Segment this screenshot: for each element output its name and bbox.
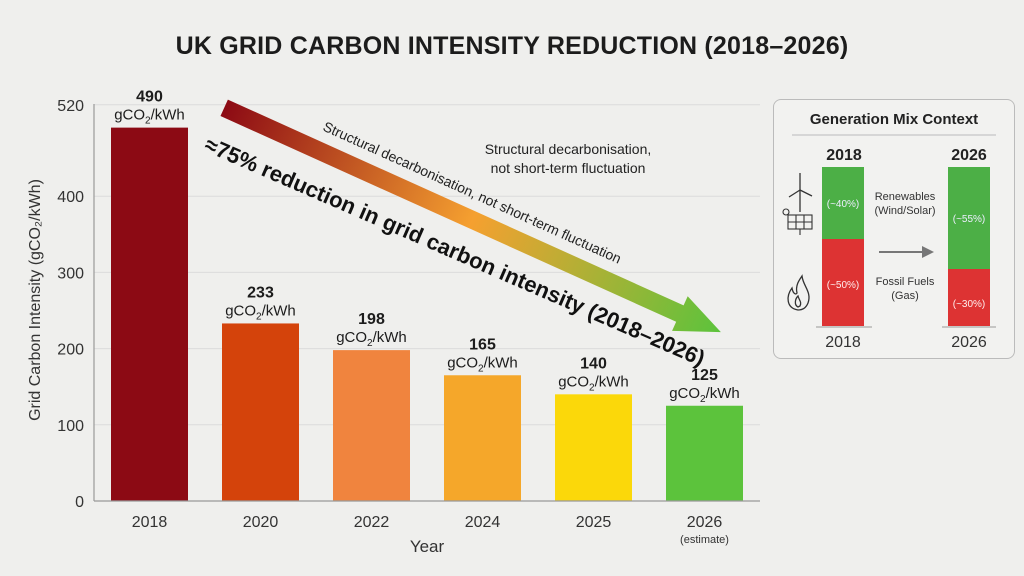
bar-unit-label: gCO2/kWh bbox=[447, 354, 518, 374]
bar-2022 bbox=[333, 350, 410, 501]
renewables-share-2026: (~55%) bbox=[953, 214, 986, 225]
bar-2018 bbox=[111, 127, 188, 502]
trend-arrow bbox=[220, 99, 721, 333]
fossil-bar-2026 bbox=[948, 269, 990, 326]
bar-unit-label: gCO2/kWh bbox=[669, 385, 740, 405]
panel-title: Generation Mix Context bbox=[810, 111, 978, 128]
bar-unit-label: gCO2/kWh bbox=[225, 302, 296, 322]
bar-2024 bbox=[444, 375, 521, 501]
fossil-label-1: Fossil Fuels bbox=[876, 276, 935, 288]
y-tick-label: 400 bbox=[57, 189, 84, 206]
bar-unit-label: gCO2/kWh bbox=[558, 373, 629, 393]
fossil-share-2018: (~50%) bbox=[827, 280, 860, 291]
mix-year-top-2026: 2026 bbox=[951, 147, 987, 164]
bar-value-label: 198 bbox=[358, 311, 385, 328]
mix-year-bottom-2018: 2018 bbox=[825, 334, 861, 351]
fossil-bar-2018 bbox=[822, 239, 864, 326]
bar-2025 bbox=[555, 394, 632, 501]
solar-panel-icon bbox=[782, 208, 813, 235]
note-line-2: not short-term fluctuation bbox=[491, 160, 646, 176]
chart-title: UK GRID CARBON INTENSITY REDUCTION (2018… bbox=[175, 32, 849, 60]
bar-2020 bbox=[222, 323, 299, 501]
x-tick-label: 2020 bbox=[243, 514, 279, 531]
bar-value-label: 233 bbox=[247, 284, 274, 301]
mix-year-bottom-2026: 2026 bbox=[951, 334, 987, 351]
y-tick-label: 100 bbox=[57, 418, 84, 435]
bar-value-label: 490 bbox=[136, 89, 163, 106]
wind-turbine-icon bbox=[788, 173, 813, 212]
x-tick-label: 2022 bbox=[354, 514, 390, 531]
bar-unit-label: gCO2/kWh bbox=[114, 107, 185, 127]
note-line-1: Structural decarbonisation, bbox=[485, 141, 652, 157]
x-tick-label: 2024 bbox=[465, 514, 501, 531]
bar-value-label: 140 bbox=[580, 355, 607, 372]
x-tick-label: 2018 bbox=[132, 514, 168, 531]
fossil-share-2026: (~30%) bbox=[953, 299, 986, 310]
renewables-label-1: Renewables bbox=[875, 191, 936, 203]
y-tick-label: 300 bbox=[57, 265, 84, 282]
bar-value-label: 125 bbox=[691, 367, 718, 384]
y-axis-label: Grid Carbon Intensity (gCO₂/kWh) bbox=[27, 179, 44, 421]
renewables-share-2018: (~40%) bbox=[827, 199, 860, 210]
bar-unit-label: gCO2/kWh bbox=[336, 329, 407, 349]
renewables-bar-2018 bbox=[822, 167, 864, 239]
mix-year-top-2018: 2018 bbox=[826, 147, 862, 164]
generation-mix-panel: Generation Mix Context 2018 2026 (~40%) … bbox=[773, 99, 1015, 359]
flame-icon bbox=[787, 274, 810, 311]
arrow-right-icon bbox=[879, 246, 934, 258]
renewables-label-2: (Wind/Solar) bbox=[874, 205, 935, 217]
x-tick-label: 2026 bbox=[687, 514, 723, 531]
fossil-label-2: (Gas) bbox=[891, 290, 919, 302]
x-tick-label: 2025 bbox=[576, 514, 612, 531]
x-tick-note: (estimate) bbox=[680, 534, 729, 546]
y-tick-label: 200 bbox=[57, 342, 84, 359]
bar-2026 bbox=[666, 405, 743, 501]
bar-value-label: 165 bbox=[469, 336, 496, 353]
y-tick-label: 520 bbox=[57, 98, 84, 115]
x-axis-label: Year bbox=[410, 537, 445, 556]
y-tick-label: 0 bbox=[75, 494, 84, 511]
renewables-bar-2026 bbox=[948, 167, 990, 269]
